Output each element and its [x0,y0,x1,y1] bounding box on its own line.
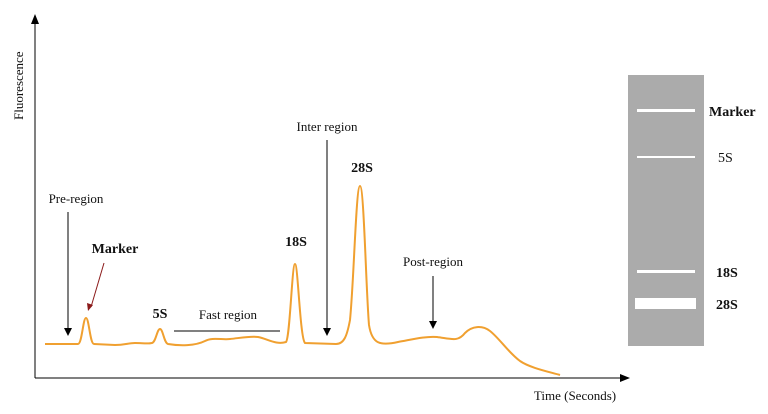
marker-arrowhead [87,303,93,311]
gel-label-18s: 18S [716,266,738,281]
pre-region-label: Pre-region [49,191,104,206]
y-axis-label: Fluorescence [11,51,26,120]
gel-band-18s [637,270,695,273]
marker-peak-label: Marker [92,242,139,257]
marker-arrow [90,262,105,308]
x-axis-arrow [620,374,630,382]
x-axis-label: Time (Seconds) [534,388,616,403]
eighteen-s-peak-label: 18S [285,235,307,250]
gel-band-5s [637,156,695,158]
fast-region-label: Fast region [199,307,258,322]
gel-label-marker: Marker [709,105,756,120]
inter-region-label: Inter region [296,119,358,134]
twenty-eight-s-peak-label: 28S [351,161,373,176]
y-axis-arrow [31,14,39,24]
gel-label-5s: 5S [718,151,733,166]
gel-band-marker [637,109,695,112]
fluorescence-trace [45,184,561,376]
five-s-peak-label: 5S [153,307,168,322]
gel-band-28s [635,298,696,309]
post-region-label: Post-region [403,254,463,269]
gel-label-28s: 28S [716,298,738,313]
